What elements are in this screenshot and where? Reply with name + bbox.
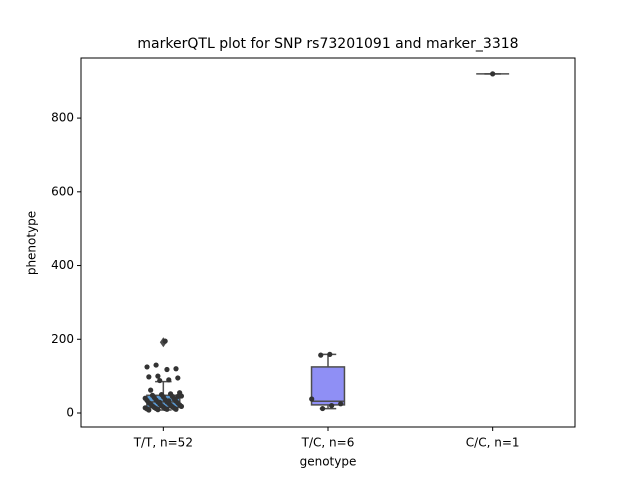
data-point [178,403,185,409]
data-point [162,338,168,344]
data-point [175,393,181,400]
data-point [146,407,152,413]
data-point [155,407,161,413]
x-axis-label: genotype [300,455,357,469]
data-point [164,406,170,412]
y-tick-label: 400 [51,258,74,272]
data-point [153,362,159,368]
data-point [338,401,344,407]
plot-frame [80,57,576,428]
box [310,366,346,406]
data-point [175,375,181,381]
data-point [166,398,172,404]
data-point [318,352,324,358]
data-point [148,387,154,393]
data-point [144,364,150,370]
data-point [146,374,152,380]
data-point [309,396,315,402]
chart-title: markerQTL plot for SNP rs73201091 and ma… [137,36,518,52]
data-point [319,405,326,412]
data-point [173,366,179,372]
y-tick-label: 800 [51,111,74,125]
y-axis-label: phenotype [25,211,39,275]
data-point [157,377,163,384]
data-point [155,373,161,379]
data-point [490,71,496,77]
y-tick-label: 200 [51,332,74,346]
y-tick-label: 0 [66,405,74,419]
data-point [164,366,170,373]
data-point [166,377,172,383]
x-tick-label: T/T, n=52 [133,436,193,450]
x-tick-label: T/C, n=6 [301,436,355,450]
x-tick-label: C/C, n=1 [466,436,520,450]
data-point [173,406,179,412]
data-point [329,403,335,409]
data-point [327,351,333,357]
y-tick-label: 600 [51,184,74,198]
data-point [157,399,163,405]
